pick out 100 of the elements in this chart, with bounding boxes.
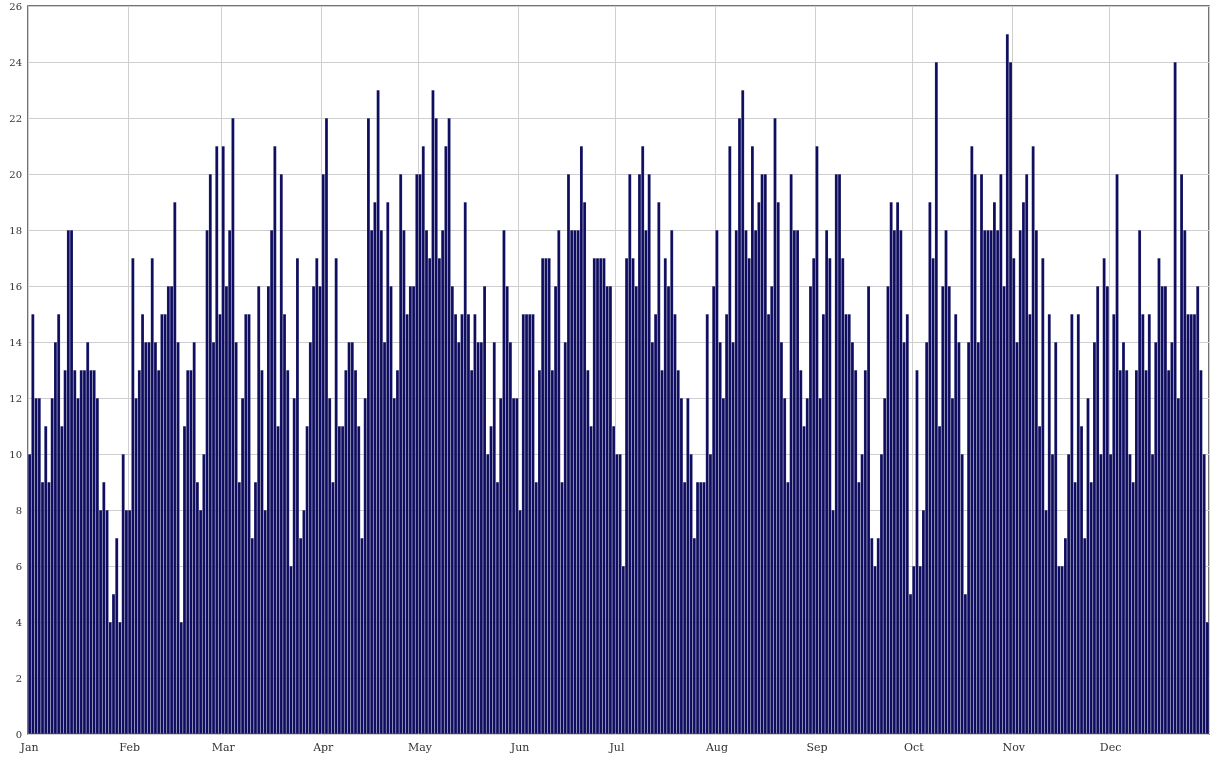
- bar: [257, 286, 261, 734]
- bar: [934, 62, 938, 734]
- bar: [160, 314, 164, 734]
- bar: [1054, 342, 1058, 734]
- bar: [334, 258, 338, 734]
- bar: [324, 118, 329, 734]
- bar: [1147, 314, 1151, 734]
- bar: [1179, 174, 1184, 734]
- bar: [166, 286, 170, 734]
- bar: [837, 174, 842, 734]
- bar: [595, 258, 600, 734]
- bar: [847, 314, 851, 734]
- bar: [979, 174, 984, 734]
- bar: [647, 174, 651, 734]
- bar: [905, 314, 909, 734]
- bar: [760, 174, 764, 734]
- bar: [1163, 286, 1168, 734]
- x-tick-label: Aug: [704, 741, 728, 754]
- bar: [1086, 398, 1090, 734]
- bar: [347, 342, 351, 734]
- bar: [415, 174, 419, 734]
- bar: [121, 454, 125, 734]
- bar: [192, 342, 196, 734]
- bar: [699, 482, 703, 734]
- bar: [44, 426, 48, 734]
- x-tick-label: Dec: [1099, 741, 1122, 754]
- y-tick-label: 4: [15, 616, 22, 628]
- y-tick-label: 22: [9, 112, 22, 124]
- bar: [208, 174, 212, 734]
- bar: [295, 258, 300, 734]
- y-tick-label: 12: [9, 392, 22, 404]
- bar: [215, 146, 219, 734]
- bar: [421, 146, 425, 734]
- bar: [1189, 314, 1193, 734]
- y-tick-label: 14: [9, 336, 22, 348]
- bar: [231, 118, 235, 734]
- y-tick-label: 2: [15, 672, 22, 684]
- bar: [431, 90, 435, 734]
- bar: [592, 258, 596, 734]
- bar: [482, 286, 487, 734]
- bar: [618, 454, 622, 734]
- bar: [521, 314, 525, 734]
- bar: [544, 258, 548, 734]
- bar: [221, 146, 225, 734]
- bar: [896, 202, 900, 734]
- bar: [1070, 314, 1074, 734]
- bar: [66, 230, 70, 734]
- bar: [244, 314, 248, 734]
- bar: [602, 258, 606, 734]
- bar: [92, 370, 96, 734]
- bar: [492, 342, 496, 734]
- x-tick-label: May: [408, 741, 433, 754]
- bar: [279, 174, 283, 734]
- bar: [273, 146, 277, 734]
- bar: [350, 342, 354, 734]
- y-tick-label: 18: [9, 224, 22, 236]
- bar: [515, 398, 519, 734]
- bar: [186, 370, 190, 734]
- bar: [131, 258, 135, 734]
- bar: [69, 230, 74, 734]
- bar: [641, 146, 645, 734]
- x-tick-label: Jan: [19, 741, 39, 754]
- bar: [547, 258, 551, 734]
- bar: [502, 230, 506, 734]
- bar: [376, 90, 380, 734]
- bar: [763, 174, 767, 734]
- bar: [773, 118, 777, 734]
- bar: [825, 230, 829, 734]
- bar: [447, 118, 451, 734]
- bar: [1115, 174, 1119, 734]
- bar: [789, 174, 793, 734]
- bar: [670, 230, 674, 734]
- bar: [1138, 230, 1142, 734]
- x-tick-label: Jun: [509, 741, 530, 754]
- x-tick-label: Jul: [608, 741, 625, 754]
- bar: [815, 146, 819, 734]
- x-tick-label: Mar: [211, 741, 236, 754]
- x-tick-label: Nov: [1002, 741, 1026, 754]
- y-tick-label: 16: [9, 280, 22, 292]
- bar: [834, 174, 838, 734]
- bar: [1196, 286, 1200, 734]
- bar: [524, 314, 529, 734]
- bar: [999, 174, 1003, 734]
- bar: [628, 174, 632, 734]
- bar: [1047, 314, 1051, 734]
- bar: [566, 174, 571, 734]
- bar: [986, 230, 990, 734]
- bar: [531, 314, 535, 734]
- bar: [866, 286, 871, 734]
- bar: [915, 370, 919, 734]
- y-tick-label: 8: [15, 504, 22, 516]
- y-tick-label: 6: [15, 560, 22, 572]
- bar: [247, 314, 251, 734]
- bar: [728, 146, 732, 734]
- bar: [386, 202, 390, 734]
- y-tick-label: 26: [9, 0, 22, 12]
- bar: [608, 286, 613, 734]
- bar: [473, 314, 477, 734]
- bar: [115, 538, 119, 734]
- x-tick-label: Apr: [312, 741, 335, 754]
